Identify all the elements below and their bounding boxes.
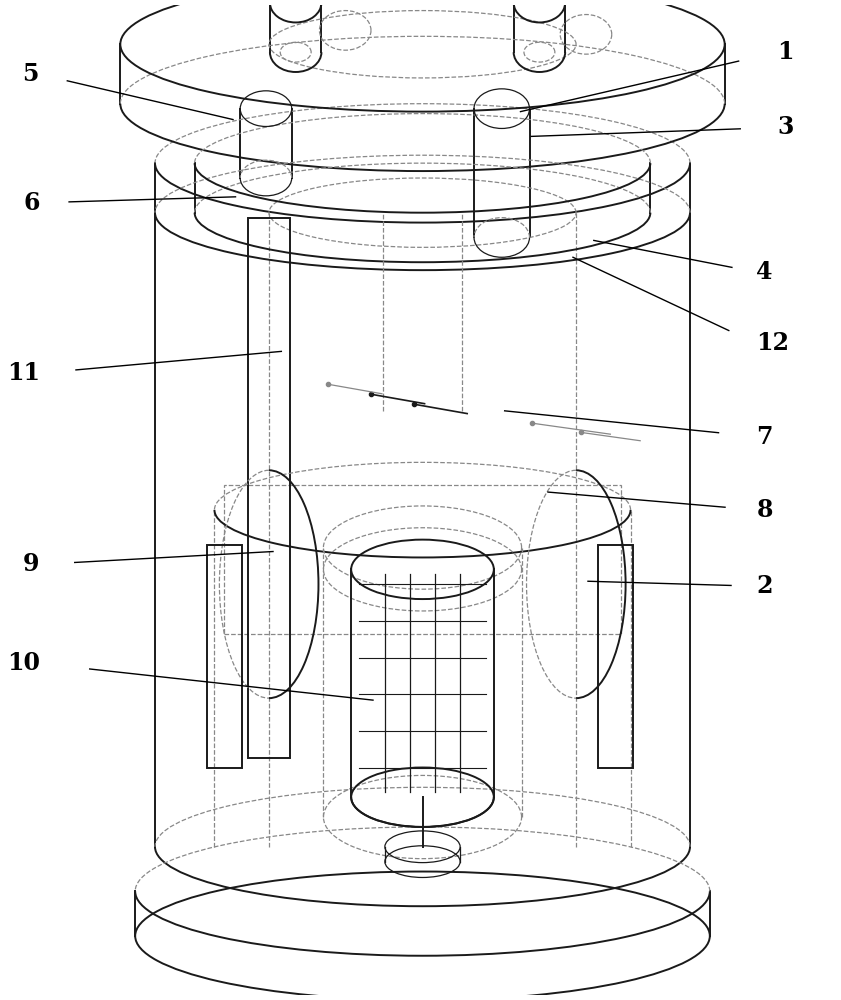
Bar xyxy=(248,218,290,758)
Text: 6: 6 xyxy=(24,191,40,215)
Text: 2: 2 xyxy=(756,574,773,598)
Text: 4: 4 xyxy=(756,260,773,284)
Bar xyxy=(598,545,633,768)
Bar xyxy=(225,485,621,634)
Text: 10: 10 xyxy=(7,651,40,675)
Text: 8: 8 xyxy=(756,498,773,522)
Text: 11: 11 xyxy=(7,361,40,385)
Text: 12: 12 xyxy=(756,331,790,355)
Bar xyxy=(207,545,241,768)
Text: 3: 3 xyxy=(777,115,794,139)
Text: 9: 9 xyxy=(24,552,40,576)
Text: 7: 7 xyxy=(756,425,773,449)
Text: 1: 1 xyxy=(777,40,794,64)
Text: 5: 5 xyxy=(22,62,38,86)
